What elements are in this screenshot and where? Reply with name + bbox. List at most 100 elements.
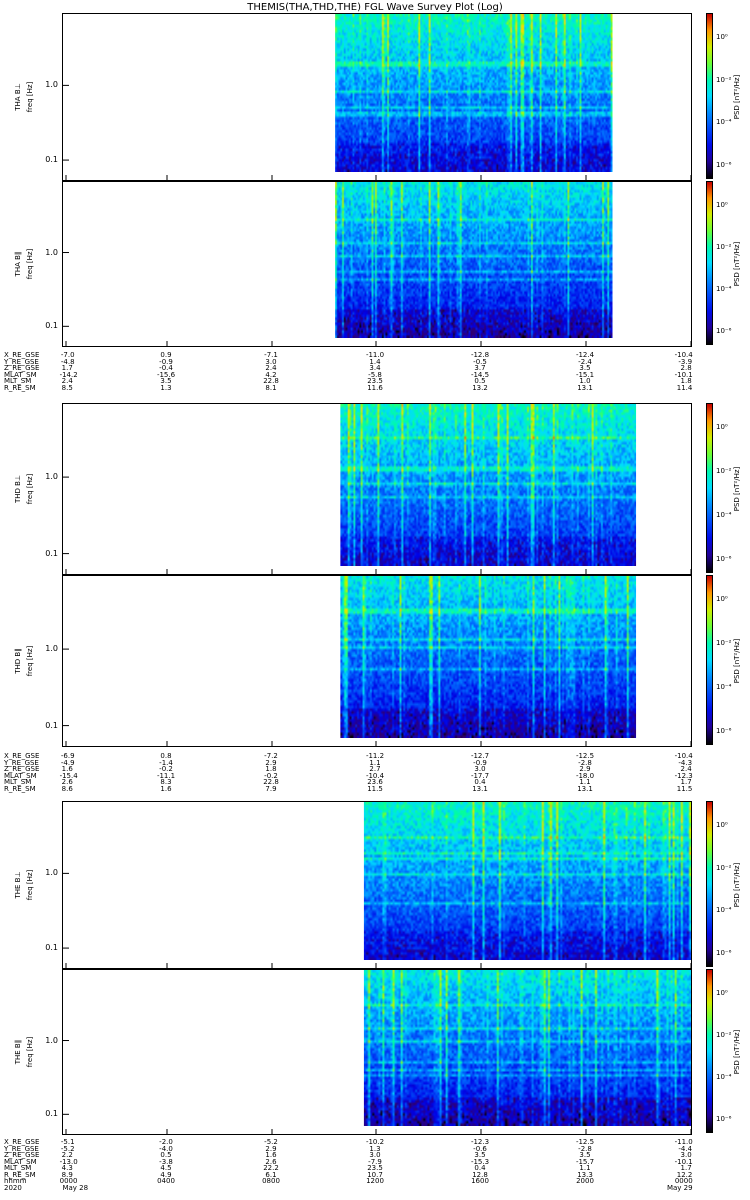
colorbar: [706, 575, 713, 745]
ephemeris-value: 0.5: [160, 1151, 172, 1159]
ephemeris-value: 6.1: [265, 1170, 277, 1179]
ephemeris-value: -4.3: [678, 758, 693, 767]
ephemeris-value: -5.8: [368, 370, 382, 379]
ephemeris-value: 11.6: [367, 383, 383, 392]
ephemeris-row: X_RE_GSE -5.1 -2.0 -5.2 -10.2 -12.3 -12.5 -11.0: [0, 1139, 750, 1146]
ephemeris-table: X_RE_GSE -7.0 0.9 -7.1 -11.0 -12.8 -12.4 -10.4 Y…: [0, 352, 750, 391]
ephemeris-row: R_RE_SM 8.9 4.9 6.1 10.7 12.8 13.3 12.2: [0, 1170, 750, 1179]
colorbar-tick-label: 10⁰: [716, 33, 728, 41]
ephemeris-value: -0.9: [473, 758, 487, 767]
ephemeris-value: -4.0: [159, 1144, 173, 1153]
spectrogram-image: [63, 14, 691, 180]
ephemeris-value: 4.5: [160, 1164, 172, 1172]
ephemeris-value: -5.2: [60, 1144, 75, 1153]
x-date-label: May 29: [666, 1183, 693, 1192]
ephemeris-label: Z_RE_GSE: [4, 364, 40, 372]
ephemeris-value: -0.2: [159, 765, 173, 773]
ephemeris-row: Z_RE_GSE 2.2 0.5 1.6 3.0 3.5 3.5 3.0: [0, 1152, 750, 1159]
panel-ylabel: THE B⊥: [14, 871, 22, 899]
ephemeris-value: -11.0: [365, 351, 385, 359]
colorbar: [706, 801, 713, 967]
spectrogram-panel: [62, 575, 692, 747]
x-tick-label: 0400: [157, 1177, 175, 1185]
ephemeris-value: 1.3: [369, 1144, 381, 1153]
ephemeris-value: 8.6: [61, 784, 73, 793]
ephemeris-value: -12.5: [575, 752, 595, 760]
colorbar-label: PSD [nT²/Hz]: [733, 241, 741, 287]
ephemeris-label: MLAT_SM: [4, 370, 37, 379]
ephemeris-label: X_RE_GSE: [4, 1138, 40, 1146]
colorbar-tick-label: 10⁻⁴: [716, 1073, 732, 1081]
ephemeris-value: 23.5: [367, 377, 383, 385]
ephemeris-value: 13.1: [577, 383, 593, 392]
colorbar-tick-label: 10⁻²: [716, 75, 732, 84]
panel-ylabel: THD B∥: [14, 648, 22, 674]
ephemeris-value: -5.1: [60, 1138, 75, 1146]
y-tick-label: 0.1: [45, 155, 58, 165]
spectrogram-image: [63, 802, 691, 968]
ephemeris-value: -7.1: [264, 351, 278, 359]
ephemeris-value: 4.3: [61, 1164, 73, 1172]
ephemeris-value: 1.7: [680, 1164, 692, 1172]
colorbar-tick-label: 10⁰: [716, 201, 728, 209]
spectrogram-image: [63, 404, 691, 574]
y-tick-label: 0.1: [45, 548, 58, 558]
ephemeris-value: -14.2: [59, 370, 78, 379]
y-tick-label: 1.0: [45, 247, 58, 257]
ephemeris-value: 3.0: [369, 1151, 381, 1159]
ephemeris-value: -10.1: [674, 370, 693, 379]
y-tick-label: 0.1: [45, 321, 58, 331]
spectrogram-image: [63, 970, 691, 1134]
ephemeris-label: Y_RE_GSE: [4, 1144, 39, 1153]
ephemeris-value: -17.7: [470, 771, 490, 780]
ephemeris-table: X_RE_GSE -5.1 -2.0 -5.2 -10.2 -12.3 -12.5 -11.0…: [0, 1139, 750, 1191]
colorbar-tick-label: 10⁻⁶: [716, 161, 732, 169]
ephemeris-row: X_RE_GSE -6.9 0.8 -7.2 -11.2 -12.7 -12.5 -10.4: [0, 753, 750, 760]
y-tick-label: 0.1: [45, 1109, 58, 1119]
ephemeris-value: -7.2: [264, 752, 278, 760]
ephemeris-value: 13.1: [472, 784, 488, 793]
ephemeris-row: MLT_SM 2.6 8.3 22.8 23.6 0.4 1.1 1.7: [0, 779, 750, 786]
ephemeris-value: -12.4: [575, 351, 595, 359]
colorbar-tick-label: 10⁻⁶: [716, 1115, 732, 1123]
ephemeris-value: -15.4: [59, 771, 78, 780]
ephemeris-value: 22.8: [263, 377, 279, 385]
y-tick-label: 1.0: [45, 1035, 58, 1045]
ephemeris-label: X_RE_GSE: [4, 752, 40, 760]
ephemeris-row: MLT_SM 2.4 3.5 22.8 23.5 0.5 1.0 1.8: [0, 378, 750, 385]
ephemeris-value: 3.5: [579, 1151, 591, 1159]
ephemeris-value: 3.0: [474, 765, 486, 773]
panel-freq-label: freq [Hz]: [26, 248, 34, 280]
ephemeris-row: MLT_SM 4.3 4.5 22.2 23.5 0.4 1.1 1.7: [0, 1165, 750, 1172]
panel-freq-label: freq [Hz]: [26, 1036, 34, 1068]
spectrogram-data: [363, 970, 691, 1126]
colorbar-tick-label: 10⁻⁶: [716, 555, 732, 563]
y-tick-label: 1.0: [45, 868, 58, 878]
colorbar-tick-label: 10⁻⁴: [716, 118, 732, 127]
spectrogram-data: [340, 576, 637, 738]
ephemeris-value: 1.6: [265, 1151, 277, 1159]
x-tick-row: hhmm 0000 0400 0800 1200 1600 2000 0000: [0, 1178, 750, 1185]
ephemeris-value: -10.4: [674, 351, 693, 359]
ephemeris-value: 1.4: [369, 357, 381, 366]
colorbar-tick-label: 10⁻⁶: [716, 949, 732, 957]
ephemeris-value: -15.3: [470, 1157, 490, 1166]
colorbar-tick-label: 10⁻²: [716, 1031, 732, 1039]
ephemeris-label: MLAT_SM: [4, 771, 37, 780]
ephemeris-value: 8.5: [61, 383, 73, 392]
ephemeris-value: 22.8: [263, 778, 279, 786]
ephemeris-value: 3.4: [369, 364, 381, 372]
ephemeris-value: 23.6: [367, 778, 383, 786]
ephemeris-value: 1.6: [61, 765, 73, 773]
ephemeris-value: 3.0: [680, 1151, 692, 1159]
ephemeris-label: MLT_SM: [4, 377, 32, 385]
ephemeris-value: -0.2: [264, 771, 278, 780]
ephemeris-value: 0.9: [160, 351, 172, 359]
colorbar-label: PSD [nT²/Hz]: [733, 466, 741, 512]
ephemeris-row: Y_RE_GSE -4.9 -1.4 2.9 1.1 -0.9 -2.8 -4.3: [0, 758, 750, 767]
x-date-label: May 28: [62, 1183, 89, 1192]
ephemeris-value: 7.9: [265, 784, 277, 793]
colorbar-tick-label: 10⁻²: [716, 467, 732, 475]
ephemeris-label: MLT_SM: [4, 1164, 32, 1172]
ephemeris-value: 2.6: [61, 778, 73, 786]
